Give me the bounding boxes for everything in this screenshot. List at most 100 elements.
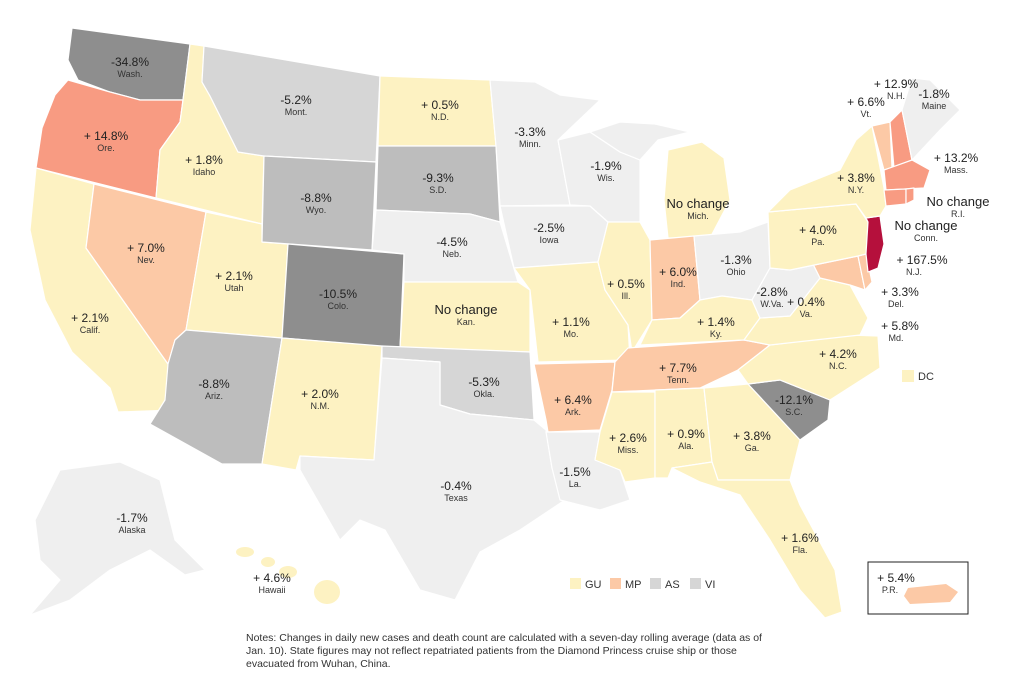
state-value-ky: + 1.4% [697, 315, 735, 329]
state-abbr-ga: Ga. [745, 443, 760, 453]
state-abbr-sc: S.C. [785, 407, 803, 417]
state-value-ut: + 2.1% [215, 269, 253, 283]
state-abbr-oh: Ohio [726, 267, 745, 277]
state-abbr-wa: Wash. [117, 69, 142, 79]
state-value-sc: -12.1% [775, 393, 813, 407]
dc-label: DC [918, 371, 934, 383]
state-value-la: -1.5% [559, 465, 591, 479]
state-abbr-nc: N.C. [829, 361, 847, 371]
state-shape-nj [865, 215, 885, 273]
state-abbr-nj: N.J. [906, 267, 922, 277]
state-abbr-fl: Fla. [792, 545, 807, 555]
state-abbr-co: Colo. [327, 301, 348, 311]
state-value-ri: No change [927, 194, 990, 209]
state-value-ct: No change [895, 218, 958, 233]
state-abbr-az: Ariz. [205, 391, 223, 401]
state-value-mi: No change [667, 196, 730, 211]
territory-label-gu: GU [585, 579, 602, 591]
state-value-ne: -4.5% [436, 235, 468, 249]
state-shape-mi [663, 141, 731, 239]
state-shape-mi-up [589, 121, 691, 161]
state-abbr-ky: Ky. [710, 329, 722, 339]
state-value-oh: -1.3% [720, 253, 752, 267]
state-value-ia: -2.5% [533, 221, 565, 235]
state-value-wa: -34.8% [111, 55, 149, 69]
state-value-tx: -0.4% [440, 479, 472, 493]
footnote: Notes: Changes in daily new cases and de… [246, 632, 762, 670]
state-value-vt: + 6.6% [847, 95, 885, 109]
state-value-ca: + 2.1% [71, 311, 109, 325]
state-shape-ks [399, 281, 531, 353]
state-abbr-al: Ala. [678, 441, 694, 451]
state-abbr-md: Md. [888, 333, 903, 343]
state-abbr-me: Maine [922, 101, 947, 111]
state-shape-ri [905, 187, 915, 205]
state-value-ny: + 3.8% [837, 171, 875, 185]
state-abbr-hi: Hawaii [258, 585, 285, 595]
state-value-ma: + 13.2% [934, 151, 979, 165]
state-value-ks: No change [435, 302, 498, 317]
state-abbr-mt: Mont. [285, 107, 308, 117]
state-abbr-nd: N.D. [431, 112, 449, 122]
state-value-md: + 5.8% [881, 319, 919, 333]
state-value-hi: + 4.6% [253, 571, 291, 585]
state-value-or: + 14.8% [84, 129, 129, 143]
state-value-mo: + 1.1% [552, 315, 590, 329]
state-value-nm: + 2.0% [301, 387, 339, 401]
state-abbr-ak: Alaska [118, 525, 145, 535]
state-abbr-mo: Mo. [563, 329, 578, 339]
state-abbr-ct: Conn. [914, 233, 938, 243]
state-value-sd: -9.3% [422, 171, 454, 185]
territory-swatch-mp [610, 578, 621, 589]
state-abbr-nv: Nev. [137, 255, 155, 265]
state-abbr-nm: N.M. [311, 401, 330, 411]
state-abbr-ma: Mass. [944, 165, 968, 175]
state-value-wy: -8.8% [300, 191, 332, 205]
state-value-fl: + 1.6% [781, 531, 819, 545]
state-value-ak: -1.7% [116, 511, 148, 525]
state-abbr-ar: Ark. [565, 407, 581, 417]
state-abbr-mi: Mich. [687, 211, 709, 221]
state-abbr-mn: Minn. [519, 139, 541, 149]
territory-label-mp: MP [625, 579, 642, 591]
state-shape-hi [236, 547, 340, 604]
state-abbr-in: Ind. [670, 279, 685, 289]
state-value-pr: + 5.4% [877, 571, 915, 585]
state-value-ok: -5.3% [468, 375, 500, 389]
territory-swatch-as [650, 578, 661, 589]
state-abbr-ia: Iowa [539, 235, 558, 245]
state-value-nd: + 0.5% [421, 98, 459, 112]
state-shape-fl [671, 461, 843, 619]
state-abbr-wi: Wis. [597, 173, 615, 183]
state-abbr-id: Idaho [193, 167, 216, 177]
state-abbr-ri: R.I. [951, 209, 965, 219]
state-shape-ma [883, 159, 931, 191]
state-abbr-ny: N.Y. [848, 185, 864, 195]
state-value-nj: + 167.5% [896, 253, 947, 267]
state-value-il: + 0.5% [607, 277, 645, 291]
state-shape-ct [883, 188, 907, 207]
state-shape-pr [904, 584, 958, 604]
state-value-wv: -2.8% [756, 285, 788, 299]
state-abbr-pa: Pa. [811, 237, 825, 247]
state-abbr-or: Ore. [97, 143, 115, 153]
state-abbr-ca: Calif. [80, 325, 101, 335]
state-shape-ny [767, 125, 887, 219]
state-abbr-tn: Tenn. [667, 375, 689, 385]
state-value-nv: + 7.0% [127, 241, 165, 255]
state-value-mt: -5.2% [280, 93, 312, 107]
state-abbr-il: Ill. [622, 291, 631, 301]
state-abbr-ok: Okla. [473, 389, 494, 399]
state-abbr-tx: Texas [444, 493, 468, 503]
state-shape-tx [299, 357, 566, 601]
state-value-ar: + 6.4% [554, 393, 592, 407]
state-abbr-nh: N.H. [887, 91, 905, 101]
state-value-ms: + 2.6% [609, 431, 647, 445]
state-value-in: + 6.0% [659, 265, 697, 279]
state-value-mn: -3.3% [514, 125, 546, 139]
state-value-ga: + 3.8% [733, 429, 771, 443]
territory-label-vi: VI [705, 579, 715, 591]
state-abbr-pr: P.R. [882, 585, 898, 595]
territory-swatch-vi [690, 578, 701, 589]
